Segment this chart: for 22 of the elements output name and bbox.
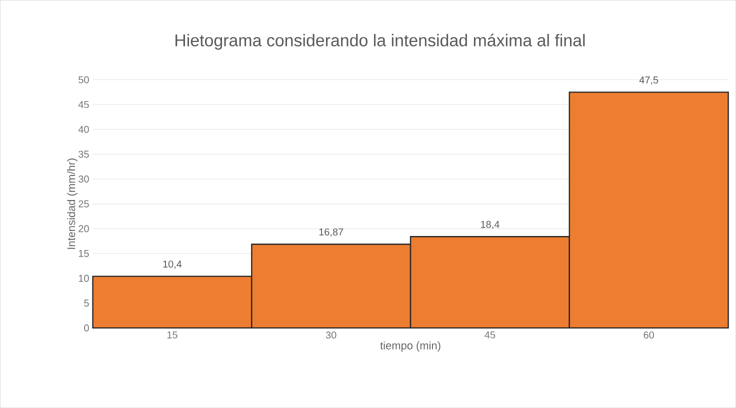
y-tick-label: 30	[78, 176, 89, 183]
chart-title: Hietograma considerando la intensidad máxima al final	[176, 34, 585, 50]
x-axis-title: tiempo (min)	[380, 342, 440, 352]
data-label: 16,87	[319, 228, 344, 237]
y-tick-label: 15	[78, 250, 89, 258]
y-tick-label: 50	[78, 76, 89, 84]
data-label: 47,5	[639, 76, 658, 85]
y-tick-label: 25	[78, 200, 89, 208]
x-tick-label: 30	[326, 332, 336, 339]
data-label: 18,4	[481, 221, 500, 230]
x-tick-label: 45	[484, 332, 496, 339]
y-tick-label: 5	[84, 300, 89, 307]
data-label: 10,4	[163, 260, 182, 269]
y-axis-title: Intensidad (mm/hr)	[67, 158, 78, 250]
y-tick-label: 10	[78, 274, 89, 282]
y-tick-label: 45	[78, 101, 89, 108]
x-tick-label: 60	[644, 332, 654, 339]
y-tick-label: 0	[84, 324, 89, 332]
y-tick-label: 40	[78, 126, 89, 134]
y-tick-label: 20	[78, 225, 89, 232]
y-tick-label: 35	[78, 150, 89, 158]
x-tick-label: 15	[167, 332, 178, 339]
